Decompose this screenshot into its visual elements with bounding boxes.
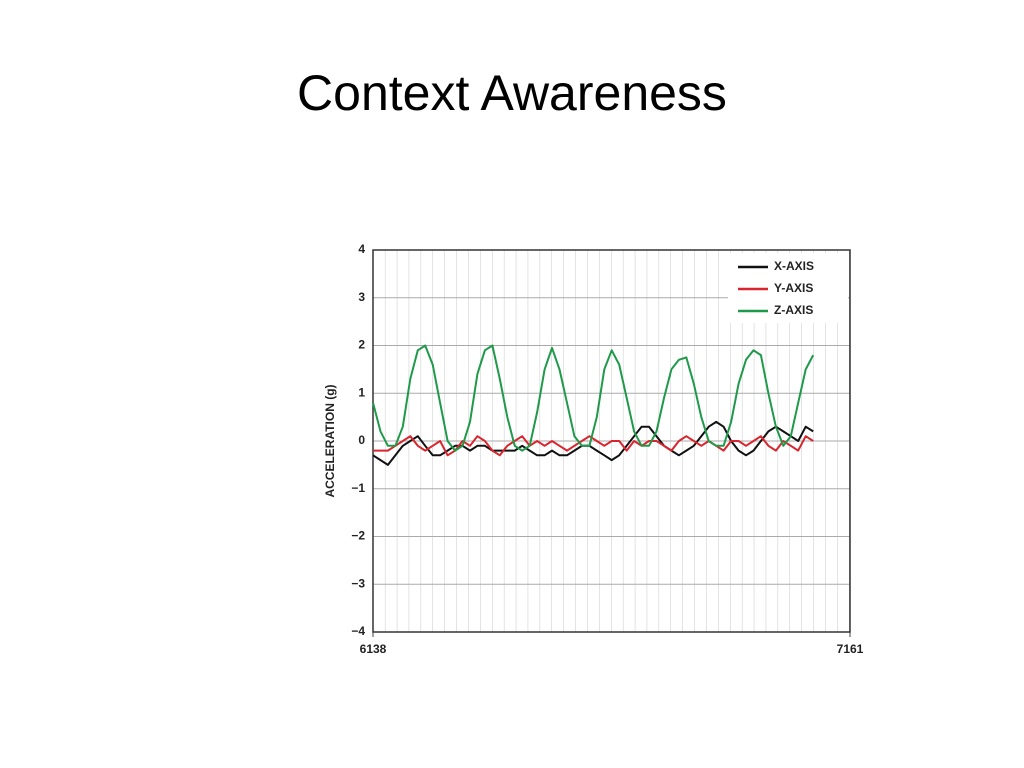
x-tick-label: 7161 <box>837 642 864 656</box>
y-tick-label: −4 <box>351 624 365 638</box>
y-tick-label: 0 <box>358 433 365 447</box>
y-axis-label: ACCELERATION (g) <box>323 384 337 497</box>
slide-title: Context Awareness <box>297 65 727 121</box>
legend-label: Z-AXIS <box>774 303 813 317</box>
y-tick-label: −1 <box>351 481 365 495</box>
data-line <box>373 435 814 457</box>
y-tick-label: 3 <box>358 290 365 304</box>
y-tick-label: 2 <box>358 338 365 352</box>
data-line <box>372 344 815 452</box>
legend-label: Y-AXIS <box>774 281 813 295</box>
x-tick-label: 6138 <box>360 642 387 656</box>
y-tick-label: −3 <box>351 576 365 590</box>
plot-frame <box>372 249 851 633</box>
y-tick-label: 4 <box>358 242 365 256</box>
legend-label: X-AXIS <box>774 259 814 273</box>
y-tick-label: 1 <box>358 385 365 399</box>
y-tick-label: −2 <box>351 529 365 543</box>
